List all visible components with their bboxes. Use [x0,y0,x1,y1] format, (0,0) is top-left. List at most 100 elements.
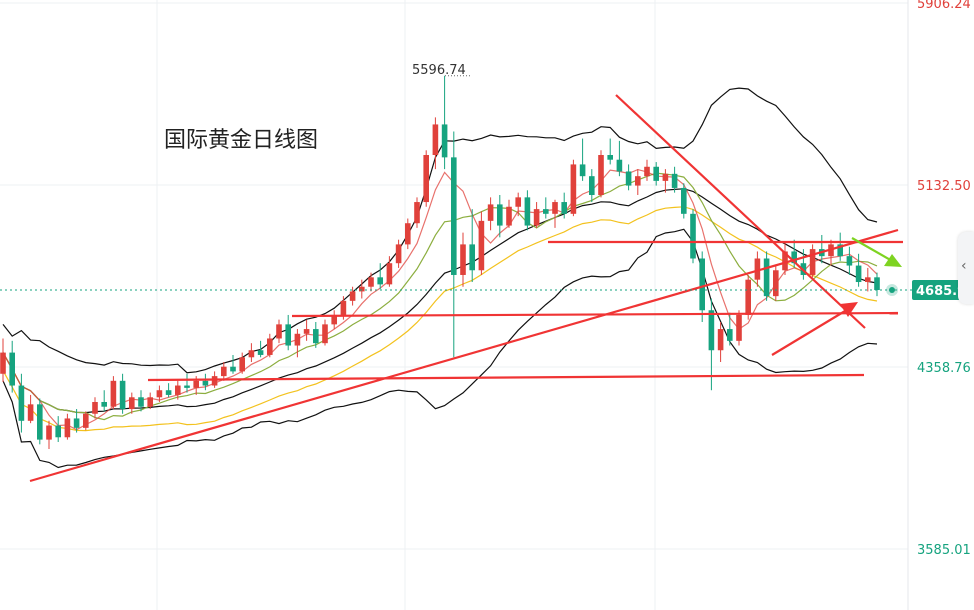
candle-82 [754,251,761,287]
side-panel-toggle[interactable]: ‹ [958,232,974,304]
candle-79 [727,312,733,346]
candle-body [506,206,512,226]
candle-body [533,209,540,226]
candle-20 [184,373,190,393]
candle-52 [478,211,485,275]
candle-body [515,197,521,207]
candle-body [165,390,172,395]
candle-61 [561,192,567,219]
candle-body [340,300,347,315]
candle-body [73,418,80,428]
candle-body [791,251,797,264]
candle-body [607,155,613,160]
candle-19 [175,380,181,400]
trend-annotations [29,94,903,483]
y-tick-label-0: 5906.24 [917,0,971,12]
bollinger-upper-line [2,87,878,374]
horizontal-level-4580 [291,311,899,318]
candle-body [175,385,181,395]
candle-18 [165,383,172,398]
candle-body [561,202,567,214]
candle-8 [73,409,80,433]
candle-65 [598,150,604,198]
candle-body [55,425,61,438]
candle-15 [138,390,144,412]
candle-41 [377,263,383,290]
candle-body [119,380,126,410]
candle-body [524,197,531,226]
candle-body [37,404,43,440]
candle-body [248,350,255,358]
candle-body [589,176,595,195]
candle-24 [221,362,227,381]
candle-60 [552,199,558,228]
candle-body [662,173,669,181]
candle-body [285,324,291,346]
candle-50 [460,232,466,287]
candle-body [101,401,107,407]
candle-body [46,425,52,440]
candle-12 [110,376,117,410]
candle-95 [874,272,880,297]
y-tick-label-3: 3585.01 [917,543,971,558]
candle-4 [37,398,43,445]
candle-body [543,209,549,214]
candle-40 [368,272,374,292]
candle-body [809,249,816,275]
candle-body [727,329,733,341]
candle-body [487,204,494,221]
y-tick-label-2: 4358.76 [917,361,971,376]
candle-body [699,258,705,311]
bollinger-bands [2,87,878,469]
candle-body [349,291,356,301]
candle-49 [451,131,457,358]
candle-31 [285,314,291,351]
candle-10 [92,397,98,419]
candle-69 [635,169,641,195]
candle-body [432,124,439,156]
candle-body [184,385,190,388]
candle-53 [487,197,494,231]
candle-1 [9,340,15,393]
candle-57 [524,190,531,231]
candle-75 [690,209,696,264]
candle-body [846,256,853,266]
candle-body [303,329,310,334]
candle-90 [828,239,834,266]
candle-body [451,157,457,275]
candle-45 [414,197,420,228]
candle-body [267,338,273,355]
candle-body [754,258,761,280]
candle-body [855,265,862,283]
candle-body [313,329,319,344]
candle-body [322,324,328,344]
candle-38 [349,286,356,306]
candle-body [717,329,724,351]
candle-58 [533,202,540,228]
ma20-line [2,206,878,432]
candle-92 [846,246,853,275]
candle-body [708,310,715,351]
candle-body [837,244,843,257]
candle-30 [276,319,282,344]
candle-body [92,401,98,414]
candle-28 [257,340,264,358]
candle-body [377,277,383,285]
candle-body [294,333,301,346]
candle-26 [239,352,245,374]
candle-body [625,171,632,186]
support-trendline [29,228,899,483]
candle-body [598,155,604,195]
descending-trendline [615,94,866,329]
candle-81 [745,274,751,320]
up-arrow-head [840,302,858,317]
candle-body [276,324,282,339]
candle-84 [773,265,779,301]
candle-48 [441,75,448,170]
candle-64 [589,169,595,203]
candle-14 [129,392,135,414]
candle-71 [653,162,659,186]
candle-80 [736,310,742,346]
candle-body [570,164,577,214]
down-arrow-head [884,254,902,267]
